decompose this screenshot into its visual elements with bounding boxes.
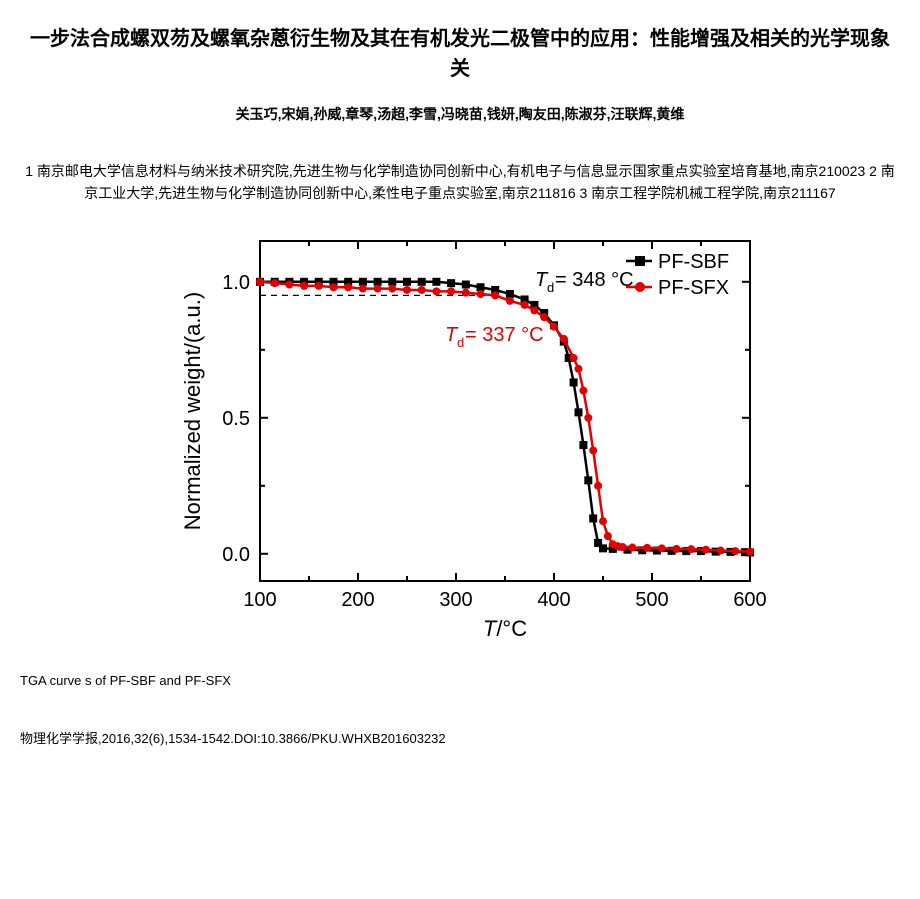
svg-text:= 348 °C: = 348 °C: [555, 269, 634, 291]
svg-text:0.0: 0.0: [222, 544, 250, 566]
paper-authors: 关玉巧,宋娟,孙威,章琴,汤超,李雪,冯晓苗,钱妍,陶友田,陈淑芬,汪联辉,黄维: [20, 104, 900, 124]
svg-text:400: 400: [537, 589, 570, 611]
svg-text:d: d: [457, 335, 464, 350]
tga-chart: 100 200 300 400 500 600 0.0 0.5 1.0 T/°C Normalize…: [140, 221, 780, 661]
svg-text:0.5: 0.5: [222, 408, 250, 430]
paper-title: 一步法合成螺双芴及螺氧杂蒽衍生物及其在有机发光二极管中的应用：性能增强及相关的光…: [30, 24, 890, 84]
svg-text:600: 600: [733, 589, 766, 611]
svg-text:PF-SBF: PF-SBF: [658, 251, 729, 273]
svg-text:1.0: 1.0: [222, 272, 250, 294]
svg-text:300: 300: [439, 589, 472, 611]
svg-text:100: 100: [243, 589, 276, 611]
svg-text:T/°C: T/°C: [483, 616, 527, 641]
svg-text:500: 500: [635, 589, 668, 611]
svg-text:PF-SFX: PF-SFX: [658, 277, 729, 299]
svg-text:200: 200: [341, 589, 374, 611]
svg-text:= 337 °C: = 337 °C: [465, 324, 544, 346]
paper-citation: 物理化学学报,2016,32(6),1534-1542.DOI:10.3866/…: [20, 728, 900, 747]
svg-text:d: d: [547, 280, 554, 295]
figure-caption: TGA curve s of PF-SBF and PF-SFX: [20, 673, 900, 688]
paper-affiliations: 1 南京邮电大学信息材料与纳米技术研究院,先进生物与化学制造协同创新中心,有机电…: [20, 160, 900, 205]
svg-text:Normalized weight/(a.u.): Normalized weight/(a.u.): [180, 292, 205, 530]
